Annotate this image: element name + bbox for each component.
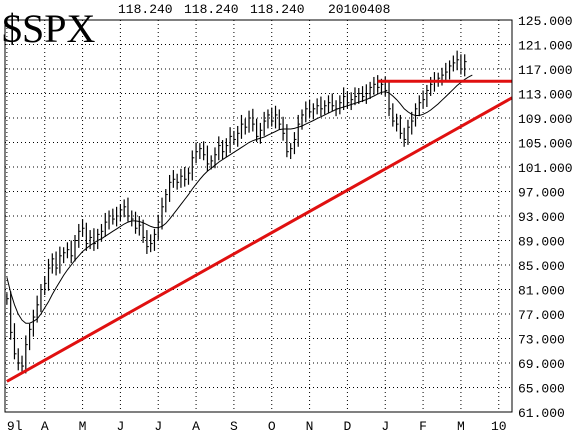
- y-tick-label: 61.000: [518, 406, 565, 421]
- x-tick-label: F: [419, 419, 427, 434]
- x-tick-label: A: [192, 419, 200, 434]
- moving-average-series: [6, 74, 473, 324]
- quote-value-1: 118.240: [118, 2, 173, 17]
- y-tick-label: 97.000: [518, 186, 565, 201]
- y-tick-label: 109.000: [518, 112, 573, 127]
- y-tick-label: 89.000: [518, 235, 565, 250]
- x-tick-label: J: [381, 419, 389, 434]
- y-tick-label: 93.000: [518, 210, 565, 225]
- support-trendline: [6, 96, 513, 383]
- y-tick-label: 77.000: [518, 308, 565, 323]
- x-tick-label: M: [457, 419, 465, 434]
- y-tick-label: 101.000: [518, 161, 573, 176]
- x-tick-label: N: [306, 419, 314, 434]
- chart-date: 20100408: [328, 2, 390, 17]
- x-tick-label: S: [230, 419, 238, 434]
- y-tick-label: 105.000: [518, 137, 573, 152]
- x-tick-label: A: [41, 419, 49, 434]
- x-tick-label: M: [79, 419, 87, 434]
- y-tick-label: 121.000: [518, 39, 573, 54]
- trendlines: [6, 79, 513, 383]
- y-axis-ticks: 125.000 121.000 117.000 113.000 109.000 105.0…: [518, 14, 573, 421]
- moving-average-line: [6, 74, 473, 324]
- y-tick-label: 117.000: [518, 63, 573, 78]
- x-tick-label: 10: [491, 419, 507, 434]
- y-tick-label: 81.000: [518, 284, 565, 299]
- grid-lines: [5, 19, 512, 413]
- y-tick-label: 65.000: [518, 382, 565, 397]
- y-tick-label: 69.000: [518, 357, 565, 372]
- y-tick-label: 73.000: [518, 333, 565, 348]
- plot-frame: [4, 19, 513, 413]
- x-axis-ticks: 9l A M J J A S O N D J F M 10: [7, 419, 507, 434]
- x-tick-label: O: [268, 419, 276, 434]
- chart-symbol: $SPX: [2, 6, 95, 51]
- quote-value-3: 118.240: [250, 2, 305, 17]
- x-tick-label: 9l: [7, 419, 23, 434]
- x-tick-label: J: [154, 419, 162, 434]
- y-tick-label: 85.000: [518, 259, 565, 274]
- y-tick-label: 113.000: [518, 88, 573, 103]
- x-tick-label: J: [116, 419, 124, 434]
- quote-value-2: 118.240: [184, 2, 239, 17]
- x-tick-label: D: [344, 419, 352, 434]
- y-tick-label: 125.000: [518, 14, 573, 29]
- price-bars-series: [6, 50, 467, 374]
